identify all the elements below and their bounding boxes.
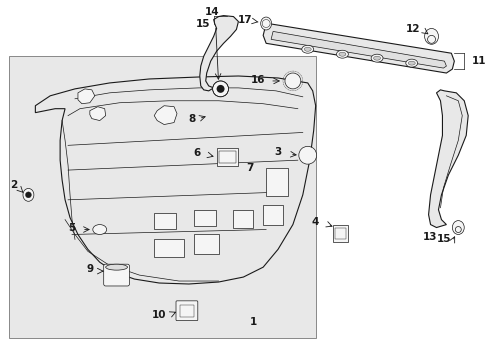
Polygon shape [263,23,453,73]
FancyBboxPatch shape [103,264,129,286]
Bar [180,305,193,317]
Text: 16: 16 [250,75,265,85]
Polygon shape [78,89,95,104]
Polygon shape [154,106,177,125]
Ellipse shape [23,188,34,201]
Text: 6: 6 [193,148,200,158]
Ellipse shape [373,56,380,60]
Bar [154,213,176,229]
Text: 7: 7 [246,163,253,173]
Text: 2: 2 [10,180,17,190]
Bar [9,56,315,338]
Bar [333,225,347,242]
Text: 10: 10 [152,310,166,320]
Polygon shape [90,107,105,121]
Text: 15: 15 [436,234,451,244]
Ellipse shape [260,17,271,30]
Ellipse shape [301,45,313,53]
Text: 13: 13 [423,233,437,242]
Ellipse shape [451,221,463,234]
Bar [335,228,346,239]
Polygon shape [200,15,238,91]
Bar [154,239,183,257]
Text: 17: 17 [238,14,252,24]
Ellipse shape [424,28,438,44]
Circle shape [212,81,228,97]
Text: 14: 14 [204,6,219,17]
Ellipse shape [93,225,106,234]
Text: 3: 3 [274,147,281,157]
Ellipse shape [338,52,345,56]
Ellipse shape [370,54,382,62]
Text: 1: 1 [249,317,256,327]
FancyBboxPatch shape [176,301,197,321]
Polygon shape [270,31,446,68]
Ellipse shape [304,47,310,51]
Text: 11: 11 [471,56,486,66]
Circle shape [25,192,31,198]
Ellipse shape [407,61,414,65]
Text: 9: 9 [86,264,93,274]
Bar [233,210,253,228]
Bar [216,148,238,166]
Text: 5: 5 [68,222,76,233]
Circle shape [216,85,224,93]
Polygon shape [35,76,315,284]
Ellipse shape [336,50,347,58]
Ellipse shape [405,59,417,67]
Text: 8: 8 [188,114,195,123]
Text: 4: 4 [311,217,319,226]
Bar [193,210,215,226]
Bar [218,151,236,163]
Circle shape [285,73,300,89]
Circle shape [298,146,316,164]
Bar [263,205,283,225]
Text: 15: 15 [196,18,210,28]
Ellipse shape [105,264,127,270]
Bar [193,234,218,254]
Text: 12: 12 [405,24,419,35]
Polygon shape [427,90,467,228]
Bar [265,168,287,196]
